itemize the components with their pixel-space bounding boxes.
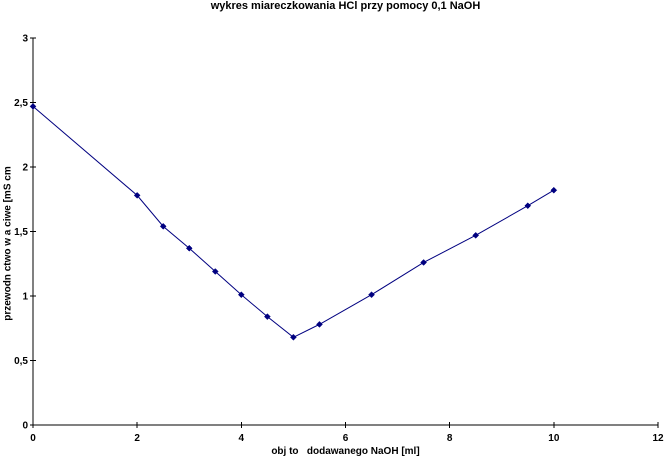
y-tick-label: 1,5 bbox=[14, 227, 28, 238]
series-line bbox=[32, 105, 555, 338]
x-tick-label: 2 bbox=[134, 433, 140, 444]
data-point-marker bbox=[211, 268, 219, 275]
data-point-marker bbox=[316, 321, 323, 328]
data-point-marker bbox=[472, 232, 480, 239]
y-tick-label: 1 bbox=[22, 292, 28, 303]
x-tick-label: 0 bbox=[30, 433, 36, 444]
x-tick-label: 8 bbox=[447, 433, 453, 444]
y-tick-label: 2 bbox=[22, 163, 28, 174]
data-point-marker bbox=[524, 202, 532, 210]
y-axis-label: przewodn ctwo w a ciwe [mS cm bbox=[2, 166, 14, 321]
y-tick-label: 0,5 bbox=[14, 356, 28, 367]
data-point-marker bbox=[29, 103, 37, 110]
x-tick-label: 12 bbox=[652, 433, 664, 444]
data-point-marker bbox=[133, 192, 141, 199]
data-point-marker bbox=[290, 333, 297, 341]
x-tick-label: 6 bbox=[343, 433, 349, 444]
data-point-marker bbox=[185, 244, 193, 252]
data-point-marker bbox=[237, 291, 245, 299]
data-point-marker bbox=[264, 313, 271, 320]
y-tick-label: 2,5 bbox=[14, 98, 28, 109]
x-axis-label: obj to dodawanego NaOH [ml] bbox=[271, 446, 420, 457]
data-point-marker bbox=[420, 259, 427, 266]
chart-title: wykres miareczkowania HCl przy pomocy 0,… bbox=[210, 0, 481, 12]
y-tick-label: 3 bbox=[22, 34, 28, 45]
x-tick-label: 10 bbox=[548, 433, 560, 444]
data-point-marker bbox=[550, 186, 558, 194]
x-tick-label: 4 bbox=[239, 433, 245, 444]
y-tick-label: 0 bbox=[22, 421, 28, 432]
data-point-marker bbox=[368, 291, 375, 299]
data-point-marker bbox=[159, 222, 167, 230]
